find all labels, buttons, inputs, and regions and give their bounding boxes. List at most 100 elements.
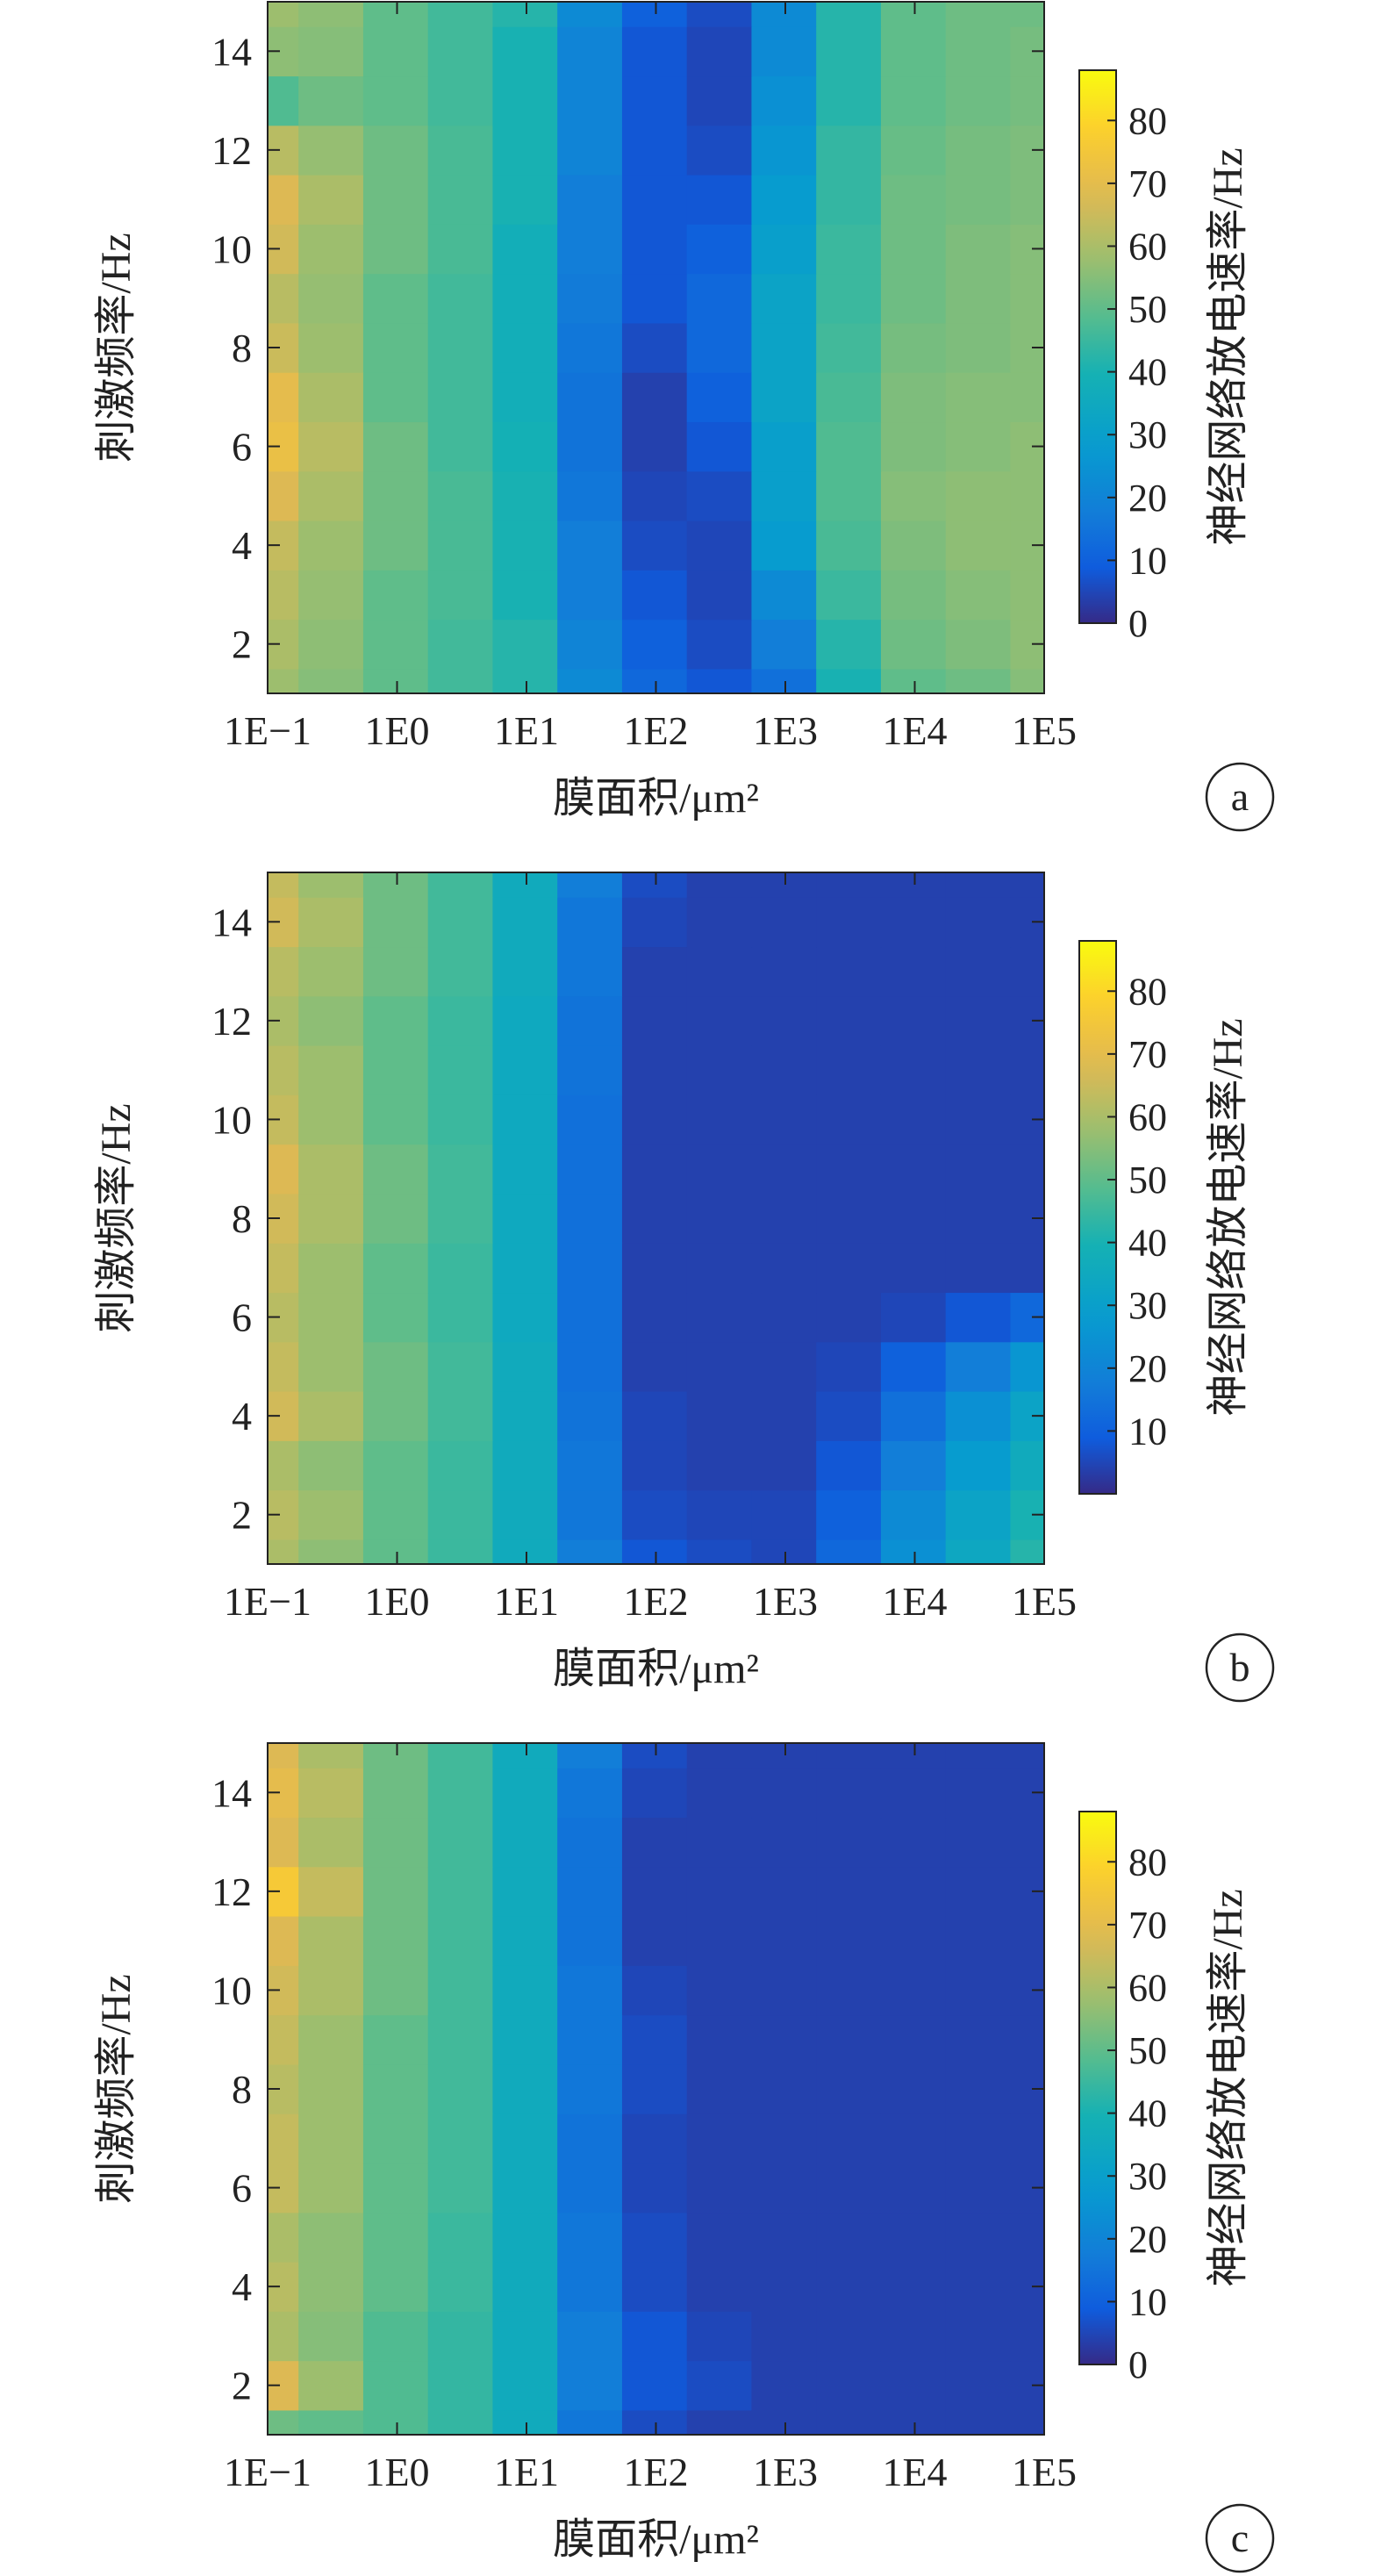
x-tick-label: 1E2 — [623, 2450, 688, 2494]
heatmap-cell — [816, 1094, 882, 1145]
heatmap-cell — [427, 897, 494, 948]
heatmap-cell — [268, 2212, 299, 2263]
heatmap-cell — [816, 2409, 882, 2436]
heatmap-cell — [1010, 1539, 1045, 1565]
heatmap-cell — [298, 1391, 364, 1441]
heatmap-cell — [945, 372, 1012, 423]
heatmap-cell — [621, 2262, 688, 2312]
heatmap-cell — [686, 2262, 753, 2312]
heatmap-cell — [362, 2014, 429, 2065]
heatmap-cell — [557, 1743, 623, 1769]
y-tick-label: 14 — [211, 900, 252, 944]
heatmap-cell — [880, 1144, 947, 1195]
heatmap-cell — [427, 75, 494, 126]
heatmap-cell — [686, 1094, 753, 1145]
y-tick-label: 4 — [232, 1394, 252, 1439]
heatmap-cell — [427, 1045, 494, 1095]
heatmap-cell — [686, 2113, 753, 2164]
heatmap-cell — [362, 2113, 429, 2164]
heatmap-cell — [557, 322, 623, 373]
heatmap-cell — [621, 619, 688, 670]
heatmap-cell — [298, 470, 364, 521]
heatmap-cell — [621, 872, 688, 898]
heatmap-cell — [945, 1866, 1012, 1917]
heatmap-cell — [816, 2063, 882, 2114]
heatmap-cell — [751, 125, 817, 176]
heatmap-cells — [268, 2, 1045, 694]
heatmap-cell — [751, 2262, 817, 2312]
heatmap-cell — [816, 619, 882, 670]
colorbar-tick-label: 30 — [1128, 1284, 1167, 1327]
heatmap-cell — [816, 2163, 882, 2214]
heatmap-cell — [492, 1341, 558, 1392]
x-tick-label: 1E−1 — [224, 1579, 311, 1624]
heatmap-cell — [427, 872, 494, 898]
panel-a: 1E−1 1E0 1E1 1E2 1E3 1E4 1E5 2 4 6 8 10 12 14 膜面积/μm² 刺… — [93, 1, 1275, 832]
heatmap-cell — [686, 421, 753, 472]
heatmap-cell — [751, 1391, 817, 1441]
y-tick-label: 4 — [232, 523, 252, 568]
heatmap-cell — [621, 2014, 688, 2065]
heatmap-cell — [880, 75, 947, 126]
heatmap-cell — [945, 1916, 1012, 1966]
colorbar-tick-label: 70 — [1128, 1033, 1167, 1076]
heatmap-cell — [362, 668, 429, 694]
heatmap-cell — [945, 1768, 1012, 1819]
heatmap-cell — [557, 273, 623, 324]
heatmap-cell — [751, 995, 817, 1046]
heatmap-cell — [557, 2113, 623, 2164]
x-tick-label: 1E5 — [1012, 708, 1077, 753]
heatmap-cell — [557, 1965, 623, 2016]
heatmap-cell — [945, 470, 1012, 521]
heatmap-cell — [427, 1144, 494, 1195]
heatmap-cell — [751, 2409, 817, 2436]
heatmap-cell — [880, 2311, 947, 2362]
heatmap-cell — [557, 2311, 623, 2362]
heatmap-cell — [362, 273, 429, 324]
heatmap-cell — [492, 2409, 558, 2436]
y-tick-label: 10 — [211, 226, 252, 271]
heatmap-cell — [751, 1489, 817, 1540]
heatmap-cell — [427, 1817, 494, 1868]
heatmap-cell — [751, 1916, 817, 1966]
heatmap-cell — [268, 668, 299, 694]
heatmap-cell — [427, 175, 494, 225]
heatmap-cell — [945, 2409, 1012, 2436]
heatmap-cell — [945, 2262, 1012, 2312]
heatmap-cell — [621, 1817, 688, 1868]
heatmap-cell — [1010, 1243, 1045, 1294]
heatmap-cell — [1010, 570, 1045, 621]
x-tick-label: 1E0 — [364, 1579, 429, 1624]
heatmap-cell — [686, 1965, 753, 2016]
heatmap-cell — [945, 1965, 1012, 2016]
heatmap-cell — [686, 470, 753, 521]
heatmap-cell — [362, 1292, 429, 1343]
heatmap-cell — [427, 1243, 494, 1294]
heatmap-cell — [816, 1817, 882, 1868]
heatmap-cell — [298, 125, 364, 176]
heatmap-cell — [427, 421, 494, 472]
heatmap-cell — [492, 273, 558, 324]
heatmap-cell — [557, 2163, 623, 2214]
heatmap-cell — [880, 1094, 947, 1145]
heatmap-cell — [945, 1743, 1012, 1769]
heatmap-cell — [621, 946, 688, 997]
x-tick-label: 1E5 — [1012, 1579, 1077, 1624]
colorbar-tick-label: 10 — [1128, 539, 1167, 582]
heatmap-cell — [816, 2360, 882, 2411]
heatmap-cell — [427, 1866, 494, 1917]
heatmap-cell — [557, 1391, 623, 1441]
heatmap-cell — [621, 2113, 688, 2164]
heatmap-cell — [816, 570, 882, 621]
heatmap-cell — [945, 1539, 1012, 1565]
heatmap-cell — [298, 1965, 364, 2016]
heatmap-cell — [557, 1916, 623, 1966]
heatmap-cell — [816, 2311, 882, 2362]
x-axis-title: 膜面积/μm² — [553, 775, 759, 822]
colorbar-tick-label: 0 — [1128, 2343, 1148, 2386]
heatmap-cell — [621, 1743, 688, 1769]
heatmap-cell — [945, 2063, 1012, 2114]
colorbar-tick-label: 40 — [1128, 1222, 1167, 1265]
heatmap-cell — [557, 125, 623, 176]
heatmap-cell — [268, 2, 299, 27]
